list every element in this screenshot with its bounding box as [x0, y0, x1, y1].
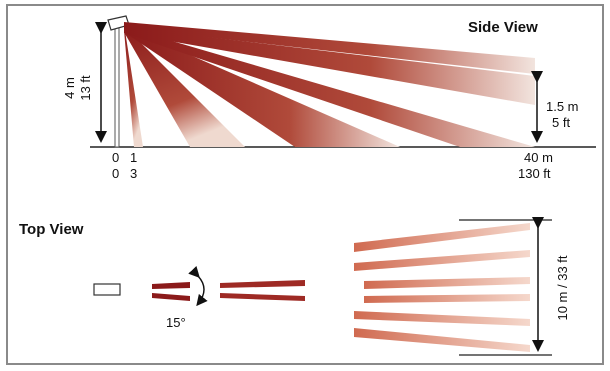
side-view-panel: 4 m 13 ft 1.5 m 5 ft Side View 0 1 40 m …: [62, 15, 596, 181]
angle-label: 15°: [166, 315, 186, 330]
rotation-arc-icon: [188, 266, 208, 307]
top-view-panel: Top View 15° 10 m / 33 ft: [19, 217, 570, 356]
top-near-beam: [152, 293, 190, 301]
side-beam: [124, 27, 535, 147]
mount-height-m-label: 4 m: [62, 77, 77, 99]
x-tick-ft-2: 130 ft: [518, 166, 551, 181]
top-far-beam: [364, 294, 530, 303]
side-beam: [124, 26, 245, 147]
mount-height-ft-label: 13 ft: [78, 75, 93, 101]
width-label: 10 m / 33 ft: [555, 255, 570, 320]
x-tick-m-0: 0: [112, 150, 119, 165]
side-beam: [124, 27, 535, 105]
side-beam: [124, 24, 143, 147]
top-far-beam: [354, 223, 530, 252]
side-beam: [124, 22, 535, 74]
x-tick-ft-1: 3: [130, 166, 137, 181]
x-tick-m-1: 1: [130, 150, 137, 165]
mount-pole: [114, 27, 120, 148]
top-far-beam: [364, 277, 530, 289]
top-near-beam: [152, 282, 190, 289]
top-mid-beam: [220, 293, 305, 301]
sensor-top-icon: [93, 283, 121, 296]
top-far-beam: [354, 311, 530, 326]
target-height-ft-label: 5 ft: [552, 115, 570, 130]
top-far-beam: [354, 328, 530, 352]
target-height-m-label: 1.5 m: [546, 99, 579, 114]
top-far-beam: [354, 250, 530, 271]
top-view-title: Top View: [19, 221, 84, 238]
top-mid-beam: [220, 280, 305, 288]
x-tick-m-2: 40 m: [524, 150, 553, 165]
x-tick-ft-0: 0: [112, 166, 119, 181]
side-view-title: Side View: [468, 19, 538, 36]
